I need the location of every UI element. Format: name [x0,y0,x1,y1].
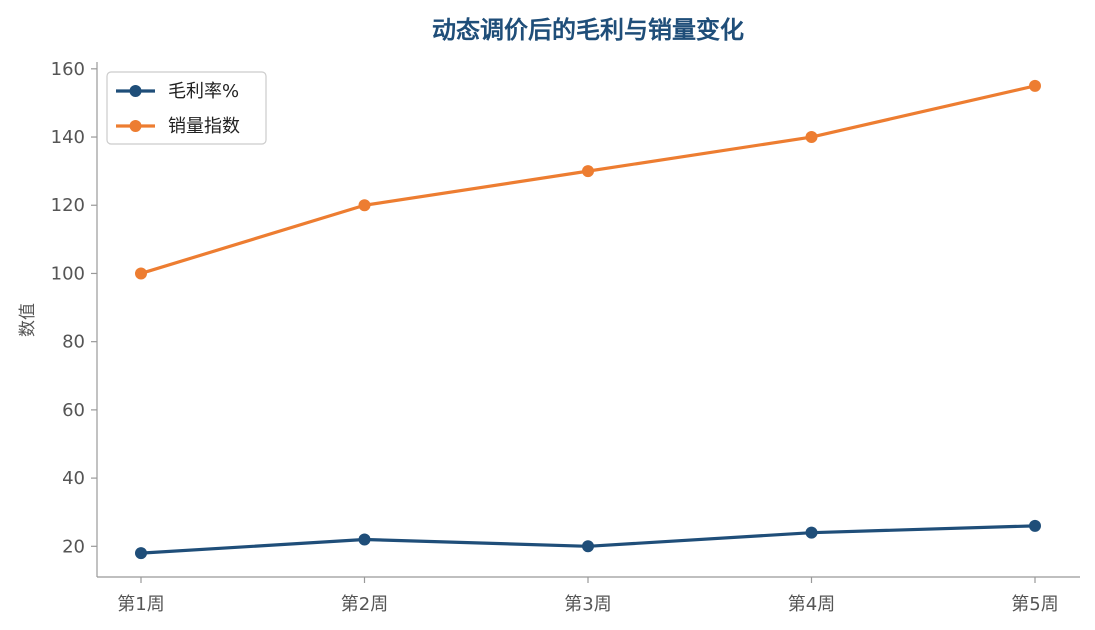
legend-item: 销量指数 [116,116,240,137]
x-ticks: 第1周 第2周 第3周 第4周 第5周 [117,577,1059,615]
y-tick-label: 100 [51,263,85,284]
data-point [135,267,147,280]
series-layer [135,79,1041,560]
legend-label: 销量指数 [168,116,240,137]
data-point [1029,79,1041,92]
x-tick-label: 第5周 [1011,594,1058,615]
x-tick-label: 第2周 [341,594,388,615]
data-point [805,526,818,539]
data-point [135,547,147,560]
y-ticks: 20 40 60 80 100 120 140 160 [51,59,97,557]
data-point [805,131,818,144]
data-point [1029,519,1041,532]
y-tick-label: 120 [51,195,85,216]
x-tick-label: 第1周 [117,594,164,615]
data-point [358,533,371,546]
y-tick-label: 60 [62,400,85,421]
x-tick-label: 第3周 [564,594,611,615]
legend: 毛利率% 销量指数 [106,71,267,145]
y-axis-label: 数值 [18,303,38,337]
y-tick-label: 140 [51,127,85,148]
y-tick-label: 160 [51,59,85,80]
chart-title: 动态调价后的毛利与销量变化 [432,16,744,44]
series-line [139,84,1037,276]
legend-label: 毛利率% [168,81,239,102]
data-point [582,540,594,553]
y-tick-label: 20 [62,536,85,557]
series-2 [135,79,1041,280]
y-tick-label: 40 [62,468,85,489]
data-point [582,165,594,178]
data-point [358,199,371,212]
y-tick-label: 80 [62,332,85,353]
legend-marker [129,85,142,97]
x-tick-label: 第4周 [788,594,835,615]
legend-item: 毛利率% [116,81,239,102]
legend-marker [129,120,142,132]
series-1 [135,519,1041,560]
